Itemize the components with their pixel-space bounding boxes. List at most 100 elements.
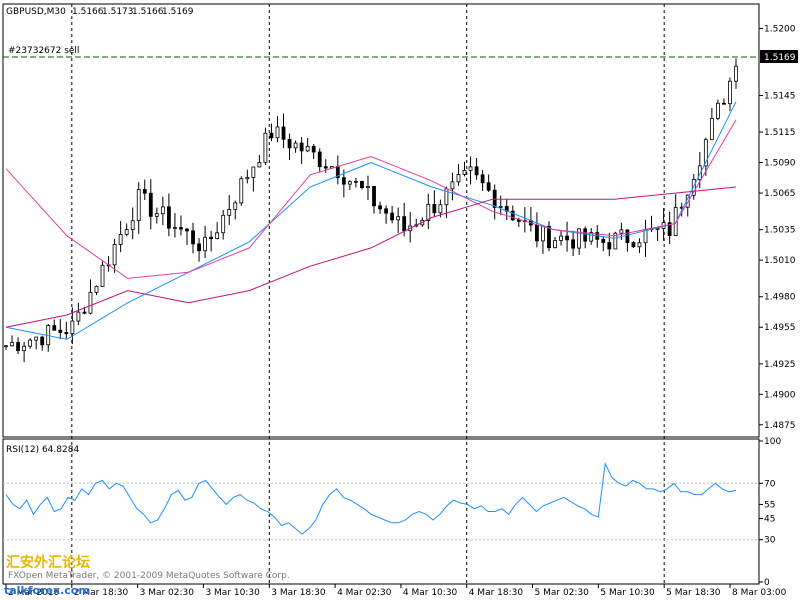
candle-body — [136, 189, 141, 222]
time-tick-label: 4 Mar 02:30 — [337, 588, 392, 598]
time-tick-label: 5 Mar 02:30 — [535, 588, 590, 598]
moving-average-line — [5, 101, 737, 340]
time-tick-label: 3 Mar 10:30 — [205, 588, 260, 598]
price-tick-label: 1.5145 — [764, 91, 796, 101]
rsi-axis: 100 70 55 45 30 0 — [759, 437, 781, 588]
candle-body — [703, 139, 708, 167]
time-tick-label: 8 Mar 03:00 — [732, 588, 787, 598]
price-tick-label: 1.4955 — [764, 323, 796, 333]
rsi-tick-label: 0 — [764, 578, 770, 588]
candle-body — [142, 189, 147, 194]
candle-body — [498, 205, 503, 208]
candle-body — [281, 126, 286, 140]
candle-body — [341, 177, 346, 185]
price-tick-label: 1.4900 — [764, 390, 796, 400]
candle-body — [535, 224, 539, 242]
candle-body — [619, 229, 624, 234]
price-tick-label: 1.5065 — [764, 189, 796, 199]
rsi-panel[interactable] — [2, 438, 760, 585]
moving-average-line — [5, 119, 737, 279]
candle-body — [4, 345, 8, 348]
candle-body — [76, 311, 81, 322]
candle-body — [311, 145, 316, 153]
candle-body — [378, 205, 382, 210]
candle-body — [112, 243, 117, 266]
forum-site: talkforex.com — [4, 584, 90, 597]
candle-body — [191, 230, 195, 245]
candle-body — [474, 166, 479, 176]
candle-body — [215, 232, 220, 240]
day-separators — [71, 4, 665, 584]
candle-body — [728, 80, 732, 105]
price-tick-label: 1.5035 — [764, 226, 796, 236]
rsi-levels — [3, 482, 759, 541]
candle-body — [58, 329, 63, 333]
moving-averages — [5, 101, 737, 340]
price-tick-label: 1.4980 — [764, 293, 796, 303]
candle-body — [269, 132, 274, 139]
ohlc-high: 1.5173 — [102, 7, 134, 17]
rsi-tick-label: 55 — [764, 500, 775, 510]
candle-body — [239, 178, 244, 204]
candle-body — [583, 228, 588, 242]
candle-body — [456, 174, 461, 183]
candle-body — [565, 235, 569, 241]
candle-body — [553, 240, 557, 249]
candle-body — [88, 291, 93, 314]
price-tick-label: 1.5115 — [764, 128, 796, 138]
price-tick-label: 1.5010 — [764, 256, 796, 266]
candle-body — [709, 117, 714, 141]
candle-body — [444, 188, 449, 206]
candle-body — [148, 192, 153, 217]
candle-body — [402, 216, 407, 232]
candle-body — [607, 242, 612, 250]
candle-body — [541, 225, 545, 242]
time-tick-label: 2 Mar 18:30 — [74, 588, 129, 598]
price-panel[interactable] — [2, 3, 760, 438]
candle-body — [697, 165, 702, 180]
candle-body — [287, 138, 292, 149]
candle-body — [118, 233, 123, 245]
candle-body — [438, 204, 443, 214]
candle-body — [637, 242, 642, 248]
candle-body — [52, 325, 57, 331]
candle-body — [317, 151, 322, 168]
candle-body — [251, 166, 256, 178]
price-tick-label: 1.5090 — [764, 159, 796, 169]
candle-body — [613, 232, 618, 250]
candle-body — [154, 213, 159, 217]
candlesticks — [4, 58, 738, 363]
candle-body — [203, 236, 207, 252]
candle-body — [450, 181, 455, 190]
candle-body — [360, 180, 364, 189]
candle-body — [625, 229, 630, 243]
time-axis: 2 Mar 2010 2 Mar 18:30 3 Mar 02:30 3 Mar 10… — [5, 584, 787, 598]
candle-body — [94, 286, 99, 293]
time-tick-label: 4 Mar 18:30 — [469, 588, 524, 598]
candle-body — [124, 229, 129, 235]
candle-body — [293, 142, 298, 149]
current-price-label: 1.5169 — [764, 53, 796, 63]
candle-body — [559, 235, 563, 241]
time-tick-label: 4 Mar 10:30 — [403, 588, 458, 598]
price-tick-label: 1.5200 — [764, 24, 796, 34]
candle-body — [468, 166, 473, 171]
candle-body — [655, 227, 660, 230]
rsi-series — [5, 461, 737, 535]
candle-body — [384, 208, 388, 214]
time-tick-label: 5 Mar 10:30 — [600, 588, 655, 598]
candle-body — [347, 181, 352, 185]
candle-body — [185, 228, 189, 232]
candle-body — [716, 102, 720, 119]
candle-body — [221, 214, 226, 234]
rsi-tick-label: 45 — [764, 515, 775, 525]
candle-body — [275, 126, 280, 139]
candle-body — [173, 227, 177, 229]
candle-body — [197, 243, 201, 252]
rsi-label: RSI(12) 64.8284 — [6, 445, 79, 455]
candle-body — [601, 238, 606, 243]
candle-body — [100, 264, 105, 287]
candle-body — [366, 185, 370, 189]
candle-body — [10, 342, 14, 347]
